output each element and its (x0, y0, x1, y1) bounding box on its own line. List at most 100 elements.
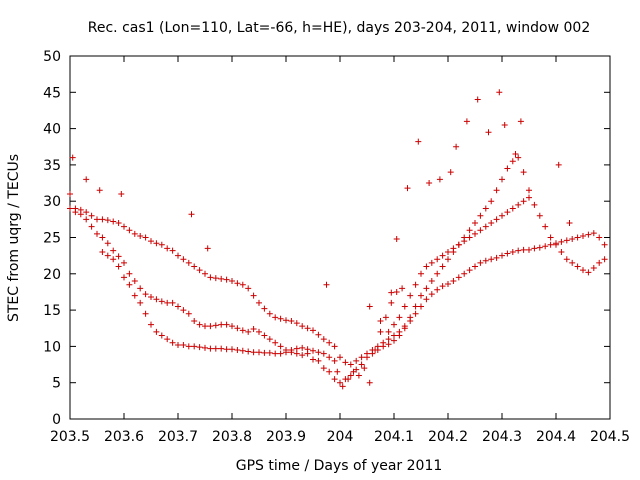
data-point (334, 368, 341, 375)
data-point (69, 154, 76, 161)
data-point (472, 219, 478, 226)
data-point (439, 252, 446, 259)
data-point (391, 321, 397, 328)
data-point (555, 161, 562, 168)
data-point (77, 211, 84, 218)
data-point (407, 314, 414, 321)
data-point (137, 233, 144, 240)
data-point (488, 198, 495, 205)
data-point (353, 357, 360, 364)
data-point (526, 194, 532, 201)
data-point (188, 211, 195, 218)
data-point (474, 96, 481, 103)
data-point (466, 234, 473, 241)
data-point (99, 249, 106, 256)
x-tick-label: 203.5 (50, 429, 90, 445)
data-point (385, 328, 392, 335)
y-tick-label: 50 (43, 49, 61, 65)
data-point (393, 235, 400, 242)
data-point (526, 246, 532, 253)
data-point (596, 259, 603, 266)
data-point (293, 345, 300, 352)
data-point (185, 310, 192, 317)
data-point (266, 349, 273, 356)
data-point (585, 269, 592, 276)
data-point (148, 238, 154, 245)
data-point (72, 209, 79, 216)
data-point (482, 223, 489, 230)
x-axis: 203.5 203.6 203.7 203.8 203.9 204 204.1 204.2 20… (50, 56, 630, 445)
data-point (488, 219, 495, 226)
x-axis-label: GPS time / Days of year 2011 (236, 458, 443, 474)
data-point (320, 365, 327, 372)
data-point (553, 241, 559, 248)
data-point (563, 237, 570, 244)
data-point (512, 151, 519, 158)
data-point (121, 259, 127, 266)
data-point (223, 276, 230, 283)
data-point (142, 291, 149, 298)
data-point (191, 343, 198, 350)
data-point (272, 350, 279, 357)
data-point (463, 118, 470, 125)
data-point (391, 337, 397, 344)
data-point (223, 321, 230, 328)
data-points (67, 89, 608, 390)
data-point (261, 349, 268, 356)
data-point (326, 354, 333, 361)
y-tick-label: 5 (52, 376, 61, 392)
data-point (520, 169, 527, 176)
data-point (266, 310, 273, 317)
data-point (153, 296, 160, 303)
data-point (180, 341, 187, 348)
data-point (158, 298, 165, 305)
data-point (418, 270, 424, 277)
data-point (169, 339, 176, 346)
data-point (493, 187, 500, 194)
data-point (380, 343, 387, 350)
data-point (310, 327, 316, 334)
data-point (191, 317, 198, 324)
data-point (347, 372, 354, 379)
data-point (574, 234, 581, 241)
data-point (131, 278, 138, 285)
data-point (207, 274, 214, 281)
data-point (504, 209, 511, 216)
data-point (385, 341, 392, 348)
data-point (347, 361, 354, 368)
y-tick-label: 30 (43, 194, 61, 210)
data-point (596, 234, 603, 241)
data-point (590, 264, 597, 271)
data-point (345, 376, 352, 383)
data-point (99, 234, 106, 241)
data-point (466, 267, 473, 274)
data-point (488, 256, 495, 263)
data-point (482, 205, 489, 212)
data-point (418, 303, 424, 310)
data-point (104, 217, 111, 224)
data-point (531, 201, 538, 208)
data-point (558, 249, 565, 256)
data-point (153, 328, 160, 335)
data-point (558, 238, 565, 245)
data-point (434, 256, 441, 263)
data-point (472, 263, 478, 270)
data-point (126, 281, 133, 288)
data-point (250, 292, 257, 299)
y-tick-label: 40 (43, 122, 61, 138)
data-point (261, 305, 268, 312)
data-point (455, 274, 462, 281)
data-point (499, 176, 505, 183)
data-point (137, 285, 144, 292)
data-point (104, 240, 111, 247)
x-tick-label: 204.1 (374, 429, 414, 445)
data-point (412, 310, 419, 317)
data-point (277, 350, 284, 357)
data-point (509, 158, 516, 165)
data-point (299, 352, 306, 359)
data-point (580, 267, 586, 274)
data-point (574, 263, 581, 270)
data-point (212, 345, 219, 352)
data-point (153, 240, 160, 247)
data-point (493, 254, 500, 261)
